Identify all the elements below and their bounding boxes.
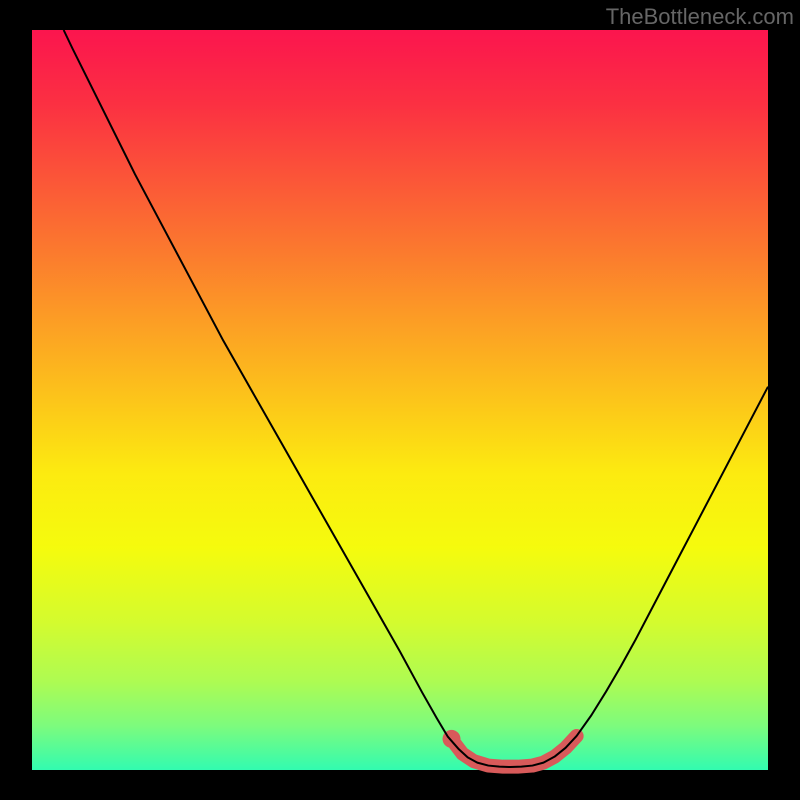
- bottleneck-chart: [0, 0, 800, 800]
- chart-wrapper: TheBottleneck.com: [0, 0, 800, 800]
- watermark-text: TheBottleneck.com: [606, 4, 794, 30]
- chart-plot-bg: [32, 30, 768, 770]
